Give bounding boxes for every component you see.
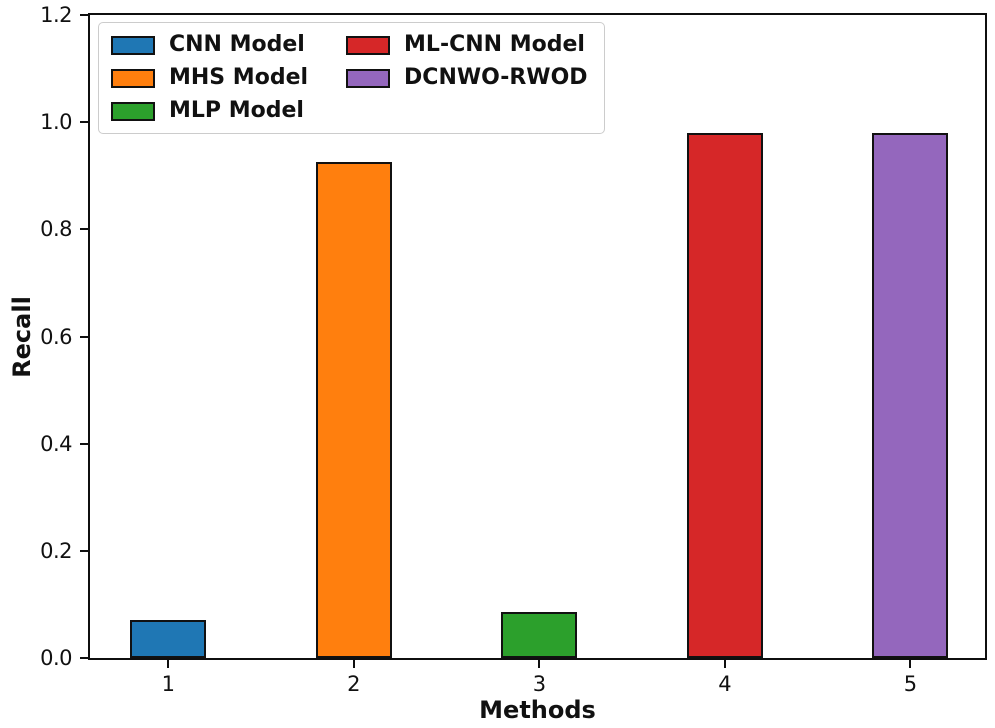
bar-dcnwo-rwod	[872, 132, 949, 658]
y-tick-mark	[80, 549, 88, 552]
bar-cnn-model	[130, 620, 207, 658]
legend-swatch-ml-cnn-model	[346, 35, 391, 55]
y-tick-label: 0.4	[40, 431, 72, 456]
y-tick-mark	[80, 657, 88, 659]
legend-item-dcnwo-rwod: DCNWO-RWOD	[346, 64, 588, 92]
bar-mlp-model	[501, 612, 578, 658]
y-tick-mark	[80, 335, 88, 338]
y-tick-mark	[80, 14, 88, 16]
legend-label: CNN Model	[169, 32, 305, 57]
y-tick-label: 0.0	[40, 646, 72, 670]
x-axis-label: Methods	[479, 696, 596, 724]
y-tick-label: 1.0	[40, 110, 72, 135]
x-tick-mark	[538, 660, 541, 668]
legend-label: MHS Model	[169, 65, 309, 90]
x-tick-label: 3	[532, 672, 547, 696]
legend-swatch-cnn-model	[111, 35, 155, 55]
bar-mhs-model	[315, 162, 392, 658]
legend: CNN Model MHS Model MLP Model ML-CNN Mod…	[98, 22, 605, 134]
x-tick-mark	[909, 660, 912, 668]
y-tick-label: 0.8	[40, 217, 72, 242]
legend-item-mlp-model: MLP Model	[111, 97, 308, 125]
x-tick-mark	[167, 660, 170, 668]
y-tick-mark	[80, 228, 88, 231]
x-tick-label: 1	[161, 672, 175, 696]
x-tick-label: 5	[903, 672, 918, 696]
y-tick-label: 1.2	[40, 3, 72, 27]
legend-item-ml-cnn-model: ML-CNN Model	[346, 31, 588, 59]
x-tick-mark	[352, 660, 355, 668]
legend-label: ML-CNN Model	[404, 32, 585, 57]
x-tick-mark	[723, 660, 726, 668]
y-tick-label: 0.2	[40, 538, 72, 563]
legend-swatch-mhs-model	[111, 68, 155, 88]
legend-item-cnn-model: CNN Model	[111, 31, 308, 59]
y-tick-mark	[80, 442, 88, 445]
x-tick-label: 2	[347, 672, 361, 696]
legend-label: MLP Model	[169, 98, 304, 123]
legend-item-mhs-model: MHS Model	[111, 64, 308, 92]
legend-swatch-dcnwo-rwod	[346, 68, 391, 88]
y-tick-mark	[80, 121, 88, 124]
bar-ml-cnn-model	[686, 132, 763, 658]
x-tick-label: 4	[718, 672, 732, 696]
legend-label: DCNWO-RWOD	[404, 65, 588, 90]
legend-swatch-mlp-model	[111, 101, 155, 121]
y-tick-label: 0.6	[40, 324, 72, 349]
